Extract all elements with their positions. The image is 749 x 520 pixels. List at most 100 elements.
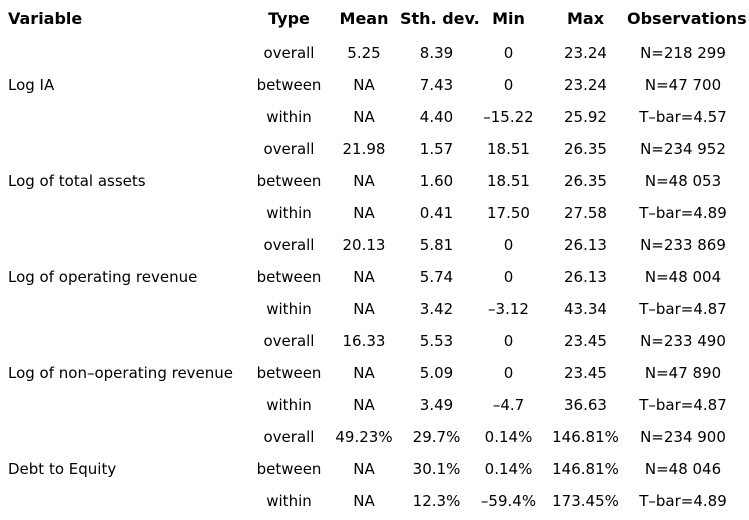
mean-cell: NA <box>353 172 375 190</box>
table-row: Debt to Equity overall 49.23% 29.7% 0.14% 146… <box>0 421 749 478</box>
sth-dev-cell: 3.49 <box>419 396 454 414</box>
observations-cell: T–bar=4.57 <box>639 108 727 126</box>
mean-cell: NA <box>353 76 375 94</box>
min-cell: 0.14% <box>484 460 533 478</box>
sth-dev-cell: 8.39 <box>419 44 454 62</box>
min-cell: –3.12 <box>488 300 529 318</box>
observations-cell: N=233 869 <box>640 236 726 254</box>
min-cell: 0 <box>503 76 514 94</box>
type-cell: overall <box>263 236 315 254</box>
max-cell: 26.35 <box>564 140 607 158</box>
max-cell: 23.24 <box>564 44 607 62</box>
observations-cell: T–bar=4.87 <box>639 300 727 318</box>
table-row: between NA 1.60 18.51 26.35 N=48 053 <box>0 165 749 197</box>
max-cell: 43.34 <box>564 300 607 318</box>
table-row: Log IA overall 5.25 8.39 0 23.24 N=218 299 <box>0 37 749 94</box>
mean-cell: 21.98 <box>342 140 386 158</box>
min-cell: –4.7 <box>492 396 525 414</box>
type-cell: within <box>266 492 312 510</box>
type-cell: overall <box>263 44 315 62</box>
table-row: between NA 7.43 0 23.24 N=47 700 <box>0 69 749 101</box>
table-row: within NA 3.42 –3.12 43.34 T–bar=4.87 <box>0 293 749 325</box>
min-cell: 0.14% <box>484 428 533 446</box>
col-header-mean: Mean <box>339 9 389 28</box>
sth-dev-cell: 29.7% <box>412 428 461 446</box>
type-cell: overall <box>263 428 315 446</box>
type-cell: between <box>256 76 322 94</box>
sth-dev-cell: 5.09 <box>419 364 454 382</box>
type-cell: overall <box>263 140 315 158</box>
variable-cell: Log of total assets <box>8 172 146 190</box>
table-row: within NA 0.41 17.50 27.58 T–bar=4.89 <box>0 197 749 229</box>
type-cell: within <box>266 204 312 222</box>
observations-cell: N=48 046 <box>644 460 722 478</box>
max-cell: 26.13 <box>564 236 607 254</box>
variable-cell: Debt to Equity <box>8 460 117 478</box>
mean-cell: 16.33 <box>342 332 386 350</box>
mean-cell: NA <box>353 108 375 126</box>
observations-cell: N=233 490 <box>640 332 726 350</box>
table-row: within NA 4.40 –15.22 25.92 T–bar=4.57 <box>0 101 749 133</box>
observations-cell: T–bar=4.87 <box>639 396 727 414</box>
type-cell: between <box>256 364 322 382</box>
max-cell: 146.81% <box>552 460 619 478</box>
max-cell: 173.45% <box>552 492 619 510</box>
min-cell: 0 <box>503 44 514 62</box>
variable-cell: Log of operating revenue <box>8 268 198 286</box>
mean-cell: NA <box>353 204 375 222</box>
max-cell: 26.35 <box>564 172 607 190</box>
table-body: Log IA overall 5.25 8.39 0 23.24 N=218 299 betw… <box>0 37 749 517</box>
max-cell: 146.81% <box>552 428 619 446</box>
min-cell: –59.4% <box>480 492 537 510</box>
sth-dev-cell: 1.57 <box>419 140 454 158</box>
type-cell: within <box>266 300 312 318</box>
table-row: Log of operating revenue overall 20.13 5.81… <box>0 229 749 286</box>
mean-cell: NA <box>353 268 375 286</box>
table-row: between NA 5.74 0 26.13 N=48 004 <box>0 261 749 293</box>
max-cell: 23.24 <box>564 76 607 94</box>
sth-dev-cell: 7.43 <box>419 76 454 94</box>
sth-dev-cell: 5.53 <box>419 332 454 350</box>
type-cell: between <box>256 268 322 286</box>
mean-cell: NA <box>353 300 375 318</box>
col-header-max: Max <box>566 9 605 28</box>
observations-cell: N=48 053 <box>644 172 722 190</box>
observations-cell: T–bar=4.89 <box>639 492 727 510</box>
observations-cell: N=218 299 <box>640 44 726 62</box>
col-header-observations: Observations <box>627 9 747 28</box>
type-cell: within <box>266 108 312 126</box>
sth-dev-cell: 5.81 <box>419 236 454 254</box>
max-cell: 27.58 <box>564 204 607 222</box>
table-row: between NA 30.1% 0.14% 146.81% N=48 046 <box>0 453 749 485</box>
min-cell: –15.22 <box>483 108 534 126</box>
header-row: Variable Type Mean Sth. dev. Min Max Obs… <box>0 0 749 37</box>
sth-dev-cell: 1.60 <box>419 172 454 190</box>
type-cell: within <box>266 396 312 414</box>
type-cell: between <box>256 460 322 478</box>
col-header-type: Type <box>268 9 310 28</box>
mean-cell: 20.13 <box>342 236 386 254</box>
max-cell: 25.92 <box>564 108 607 126</box>
max-cell: 23.45 <box>564 364 607 382</box>
observations-cell: N=234 952 <box>640 140 726 158</box>
type-cell: between <box>256 172 322 190</box>
sth-dev-cell: 12.3% <box>412 492 461 510</box>
variable-cell: Log of non–operating revenue <box>8 364 234 382</box>
variable-cell: Log IA <box>8 76 55 94</box>
min-cell: 18.51 <box>487 172 530 190</box>
observations-cell: N=234 900 <box>640 428 726 446</box>
min-cell: 0 <box>503 364 514 382</box>
mean-cell: NA <box>353 396 375 414</box>
observations-cell: N=48 004 <box>644 268 722 286</box>
table-row: Log of total assets overall 21.98 1.57 18.51… <box>0 133 749 190</box>
table-row: within NA 3.49 –4.7 36.63 T–bar=4.87 <box>0 389 749 421</box>
mean-cell: NA <box>353 460 375 478</box>
observations-cell: T–bar=4.89 <box>639 204 727 222</box>
table-row: Log of non–operating revenue overall 16.33… <box>0 325 749 382</box>
col-header-sth-dev: Sth. dev. <box>400 9 480 28</box>
min-cell: 0 <box>503 268 514 286</box>
sth-dev-cell: 4.40 <box>419 108 454 126</box>
min-cell: 0 <box>503 332 514 350</box>
